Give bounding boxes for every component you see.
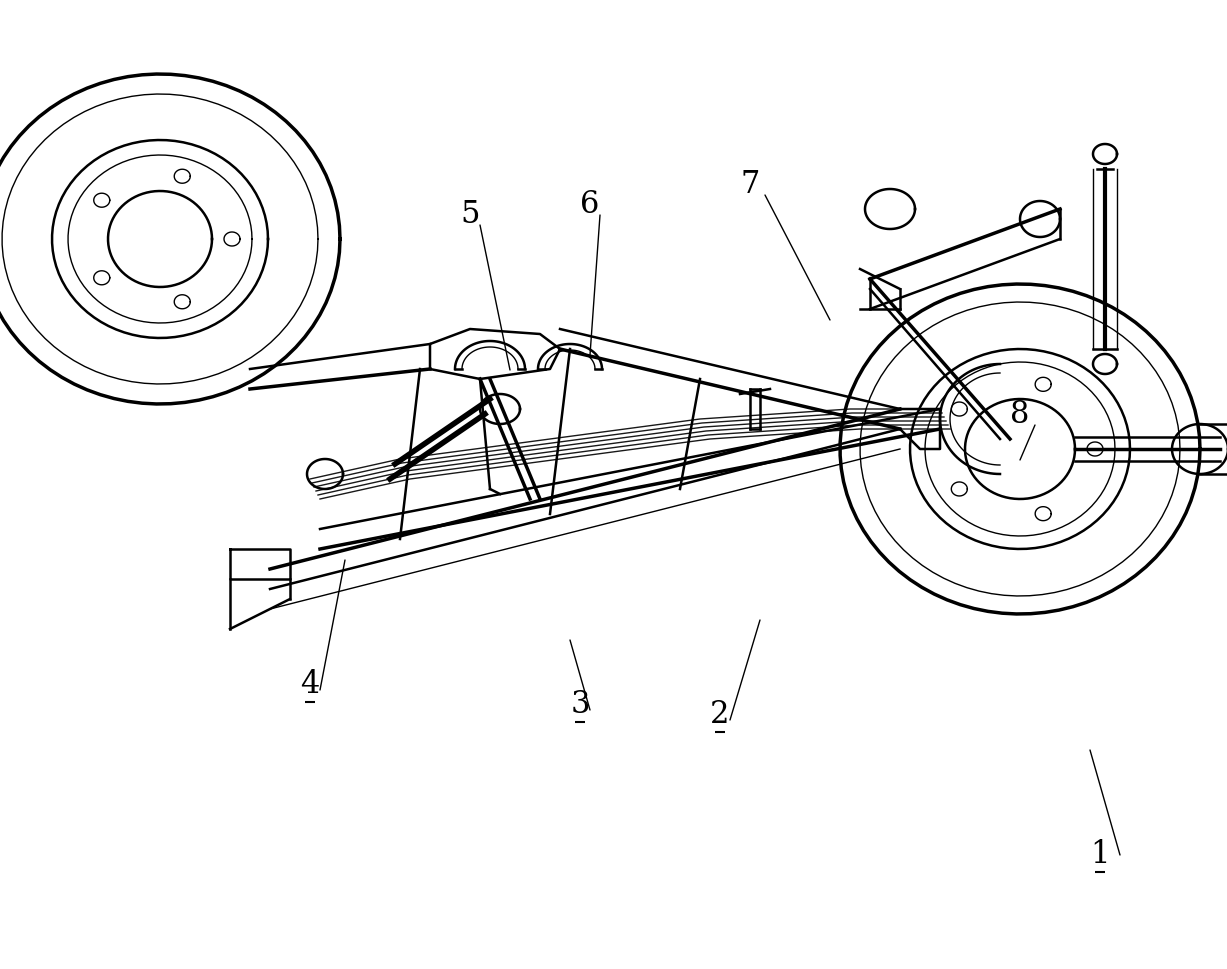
- Text: 2: 2: [710, 699, 730, 730]
- Text: 4: 4: [301, 669, 319, 700]
- Text: 1: 1: [1091, 839, 1109, 870]
- Text: 7: 7: [740, 169, 760, 200]
- Text: 8: 8: [1010, 399, 1029, 430]
- Text: 5: 5: [460, 199, 480, 230]
- Text: 3: 3: [571, 689, 590, 720]
- Text: 6: 6: [580, 189, 600, 220]
